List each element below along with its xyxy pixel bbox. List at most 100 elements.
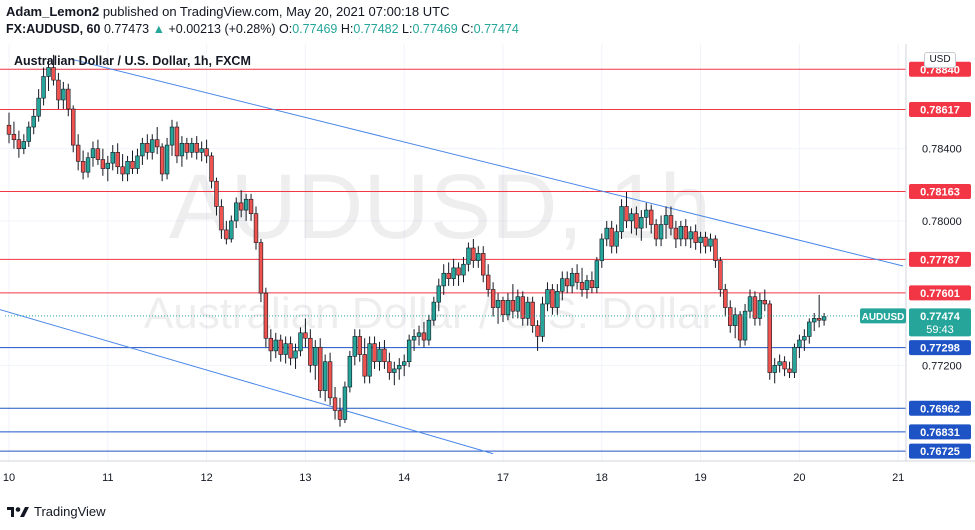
candle-body	[337, 410, 343, 420]
candle	[110, 145, 115, 171]
candle	[446, 262, 451, 286]
candle-body	[792, 346, 797, 373]
candle	[145, 134, 150, 160]
candle-body	[624, 206, 629, 222]
candle-body	[426, 319, 432, 341]
candle-body	[80, 161, 86, 173]
price-chart[interactable]: AUDUSD, 1h Australian Dollar / U.S. Doll…	[0, 44, 975, 500]
candle	[229, 215, 234, 243]
candle-body	[66, 88, 71, 110]
candle-body	[490, 289, 496, 308]
candle-body	[485, 274, 491, 290]
time-tick-label: 19	[694, 472, 706, 484]
candle-body	[130, 161, 135, 169]
candle	[792, 343, 797, 378]
candle-body	[382, 348, 387, 363]
candle	[401, 354, 407, 377]
time-tick-label: 14	[398, 472, 410, 484]
candle-body	[530, 301, 535, 326]
trendline-lower	[0, 309, 494, 455]
candle	[723, 284, 728, 317]
candle-body	[31, 115, 36, 128]
candle-body	[728, 307, 733, 326]
candle-body	[105, 162, 111, 169]
candle-body	[594, 260, 600, 289]
candle	[411, 329, 417, 351]
candle-body	[416, 332, 422, 337]
candle-body	[471, 247, 476, 261]
candle	[253, 206, 259, 250]
candle	[342, 381, 348, 424]
candle-body	[653, 224, 659, 240]
candle-body	[26, 126, 31, 142]
candle	[713, 235, 718, 268]
candle-body	[298, 332, 303, 352]
candle	[752, 291, 758, 326]
publisher-line: Adam_Lemon2 published on TradingView.com…	[6, 4, 449, 19]
candle-body	[461, 263, 466, 276]
candle-body	[609, 227, 614, 247]
candle	[648, 204, 654, 234]
candle	[135, 148, 140, 174]
candle	[821, 312, 827, 326]
close-label: C:	[461, 22, 474, 36]
candle-body	[46, 67, 51, 77]
candle	[214, 177, 219, 216]
symbol-tag-label: AUDUSD	[862, 312, 905, 323]
candle	[258, 238, 264, 303]
candle	[337, 397, 343, 427]
candle	[174, 121, 180, 164]
candle-body	[169, 126, 175, 146]
candle	[668, 206, 674, 236]
candle-body	[406, 339, 412, 363]
tradingview-logo[interactable]: TradingView	[6, 504, 106, 519]
candle-body	[174, 126, 180, 157]
candle	[194, 136, 199, 160]
candle-body	[179, 142, 185, 157]
candle	[609, 220, 614, 254]
symbol-price-tag	[860, 308, 906, 324]
candle-body	[644, 209, 649, 218]
candle-body	[362, 354, 367, 377]
candle	[772, 358, 777, 384]
candle-body	[209, 155, 214, 182]
candle-body	[589, 280, 595, 289]
candle	[540, 296, 545, 342]
candle	[238, 190, 244, 218]
candle	[589, 271, 595, 294]
author-name[interactable]: Adam_Lemon2	[6, 4, 100, 19]
candle-body	[140, 142, 145, 157]
symbol-label[interactable]: FX:AUDUSD, 60	[6, 22, 101, 36]
candle	[683, 219, 688, 247]
candle	[663, 206, 669, 239]
candle-body	[639, 216, 644, 229]
candle-body	[703, 236, 708, 247]
support-price-tag	[909, 340, 971, 356]
candle	[658, 215, 664, 247]
support-price-label: 0.77298	[920, 343, 960, 355]
candle	[159, 143, 165, 182]
time-tick-label: 20	[793, 472, 805, 484]
candle	[11, 121, 17, 149]
currency-button[interactable]: USD	[924, 52, 956, 68]
candle	[347, 350, 353, 393]
candle-body	[619, 206, 624, 233]
candle	[673, 220, 679, 248]
candle-body	[135, 155, 140, 169]
candle-body	[683, 226, 688, 240]
time-axis-ticks[interactable]: 10 11 12 13 14 17 18 19 20 21	[3, 472, 904, 484]
candle-body	[732, 314, 738, 326]
candle	[115, 143, 120, 174]
candle	[767, 300, 772, 380]
candle-body	[688, 231, 693, 240]
candle-body	[456, 267, 461, 276]
candle	[732, 307, 738, 339]
candle-body	[71, 108, 76, 146]
candle-body	[772, 365, 777, 373]
candle	[599, 233, 605, 268]
candle	[155, 127, 160, 155]
candle	[565, 271, 570, 294]
candle-body	[777, 361, 782, 366]
candle	[382, 340, 387, 369]
tradingview-brand: TradingView	[34, 504, 106, 519]
